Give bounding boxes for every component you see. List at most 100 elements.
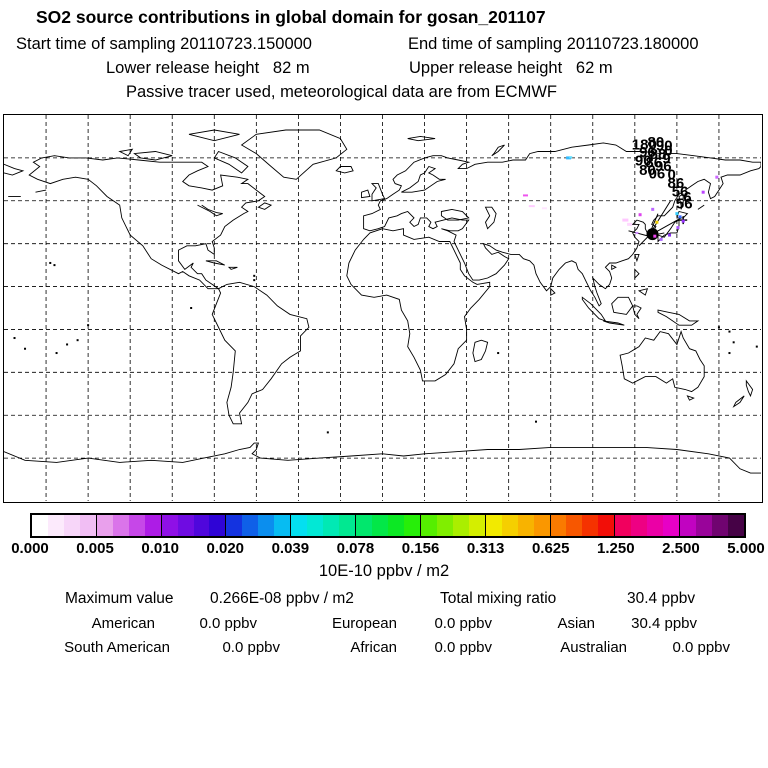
colorbar-cells [32, 515, 744, 536]
region-value: 30.4 ppbv [631, 615, 697, 632]
trajectory-hour-label: 56 [672, 183, 689, 200]
contribution-dot [675, 212, 679, 216]
contribution-dot [627, 222, 633, 226]
lower-release-text: Lower release height 82 m [106, 59, 310, 77]
colorbar-cell [484, 515, 502, 536]
stats-maximum-row: Maximum value 0.266E-08 ppbv / m2 Total … [0, 590, 768, 610]
island-speck [253, 274, 256, 277]
island-speck [49, 261, 52, 264]
coastline [227, 266, 238, 270]
colorbar-cell [631, 515, 648, 536]
trajectory-hour-label: 96 [655, 158, 672, 175]
island-speck [24, 347, 27, 350]
region-label: Asian [557, 615, 595, 632]
coastline [335, 166, 354, 174]
contribution-dot [655, 220, 659, 224]
colorbar-tick: 0.313 [466, 540, 505, 557]
coastline [484, 206, 497, 230]
stats-region-row-1: American 0.0 ppbv European 0.0 ppbv Asia… [0, 615, 768, 635]
colorbar-cell [177, 515, 194, 536]
upper-release-text: Upper release height 62 m [409, 59, 613, 77]
region-value: 0.0 ppbv [434, 639, 492, 656]
trajectory-hour-label: 06 [649, 165, 666, 182]
coastline [257, 202, 273, 210]
coastline [632, 305, 642, 320]
page-title: SO2 source contributions in global domai… [36, 7, 546, 27]
total-mixing-ratio-value: 30.4 ppbv [627, 590, 696, 607]
colorbar-tick: 0.078 [336, 540, 375, 557]
receptor-marker [646, 228, 659, 241]
colorbar-cell [501, 515, 518, 536]
contribution-dot [622, 218, 629, 222]
island-speck [190, 307, 193, 309]
colorbar-cell [436, 515, 453, 536]
region-label: American [91, 615, 155, 632]
trajectory-hour-label: 56 [676, 195, 693, 212]
island-speck [535, 420, 538, 423]
contribution-dot [651, 207, 655, 211]
coastline [361, 189, 371, 199]
coastline [205, 260, 226, 266]
end-time-text: End time of sampling 20110723.180000 [408, 35, 699, 53]
colorbar-cell [419, 515, 437, 536]
coastline [401, 165, 446, 193]
colorbar-cell [663, 515, 680, 536]
coastline [637, 288, 649, 296]
island-speck [728, 330, 731, 333]
colorbar-cell [566, 515, 583, 536]
colorbar-cell [712, 515, 728, 536]
region-value: 0.0 ppbv [672, 639, 730, 656]
contribution-dot [569, 156, 573, 159]
colorbar-tick: 0.020 [206, 540, 245, 557]
island-speck [13, 337, 16, 340]
coastline [678, 193, 684, 210]
colorbar-cell [128, 515, 145, 536]
colorbar-cell [696, 515, 713, 536]
contribution-dot [715, 175, 719, 179]
colorbar-tick: 0.156 [401, 540, 440, 557]
coastline [472, 339, 489, 363]
coastline [211, 281, 310, 425]
colorbar-cell [193, 515, 210, 536]
trajectory-hour-label: 86 [667, 175, 684, 192]
maximum-value: 0.266E-08 ppbv / m2 [210, 590, 354, 607]
stats-region-row-2: South American 0.0 ppbv African 0.0 ppbv… [0, 639, 768, 659]
contribution-dot [522, 194, 528, 197]
colorbar [30, 513, 746, 538]
coastline [28, 155, 266, 290]
colorbar-tick: 0.625 [531, 540, 570, 557]
contribution-dot [678, 215, 682, 219]
coastline [619, 330, 705, 393]
colorbar-tick: 2.500 [662, 540, 700, 557]
region-label: African [350, 639, 397, 656]
colorbar-tick: 0.010 [141, 540, 179, 557]
trajectory-hour-label: 80 [648, 134, 665, 151]
coastline [197, 204, 223, 217]
colorbar-cell [225, 515, 243, 536]
trajectory-hour-label: 86 [645, 155, 662, 172]
colorbar-cell [452, 515, 469, 536]
coastline [611, 264, 617, 271]
colorbar-cell [582, 515, 599, 536]
colorbar-cell [323, 515, 340, 536]
colorbar-cell [112, 515, 129, 536]
coastline [240, 129, 348, 180]
trajectory-line [628, 230, 649, 237]
island-speck [253, 279, 256, 282]
coastline [603, 320, 625, 326]
contribution-dot [668, 233, 672, 237]
trajectory-hour-label: 0 [667, 166, 675, 183]
colorbar-cell [339, 515, 356, 536]
tracer-text: Passive tracer used, meteorological data… [126, 83, 557, 101]
trajectory-hour-label: 0 [664, 143, 672, 160]
colorbar-cell [468, 515, 485, 536]
colorbar-cell [307, 515, 324, 536]
contribution-dot [541, 207, 547, 210]
colorbar-cell [647, 515, 664, 536]
contribution-dot [566, 156, 572, 160]
contribution-dot [681, 219, 685, 223]
coastline [491, 144, 505, 157]
colorbar-cell [63, 515, 80, 536]
